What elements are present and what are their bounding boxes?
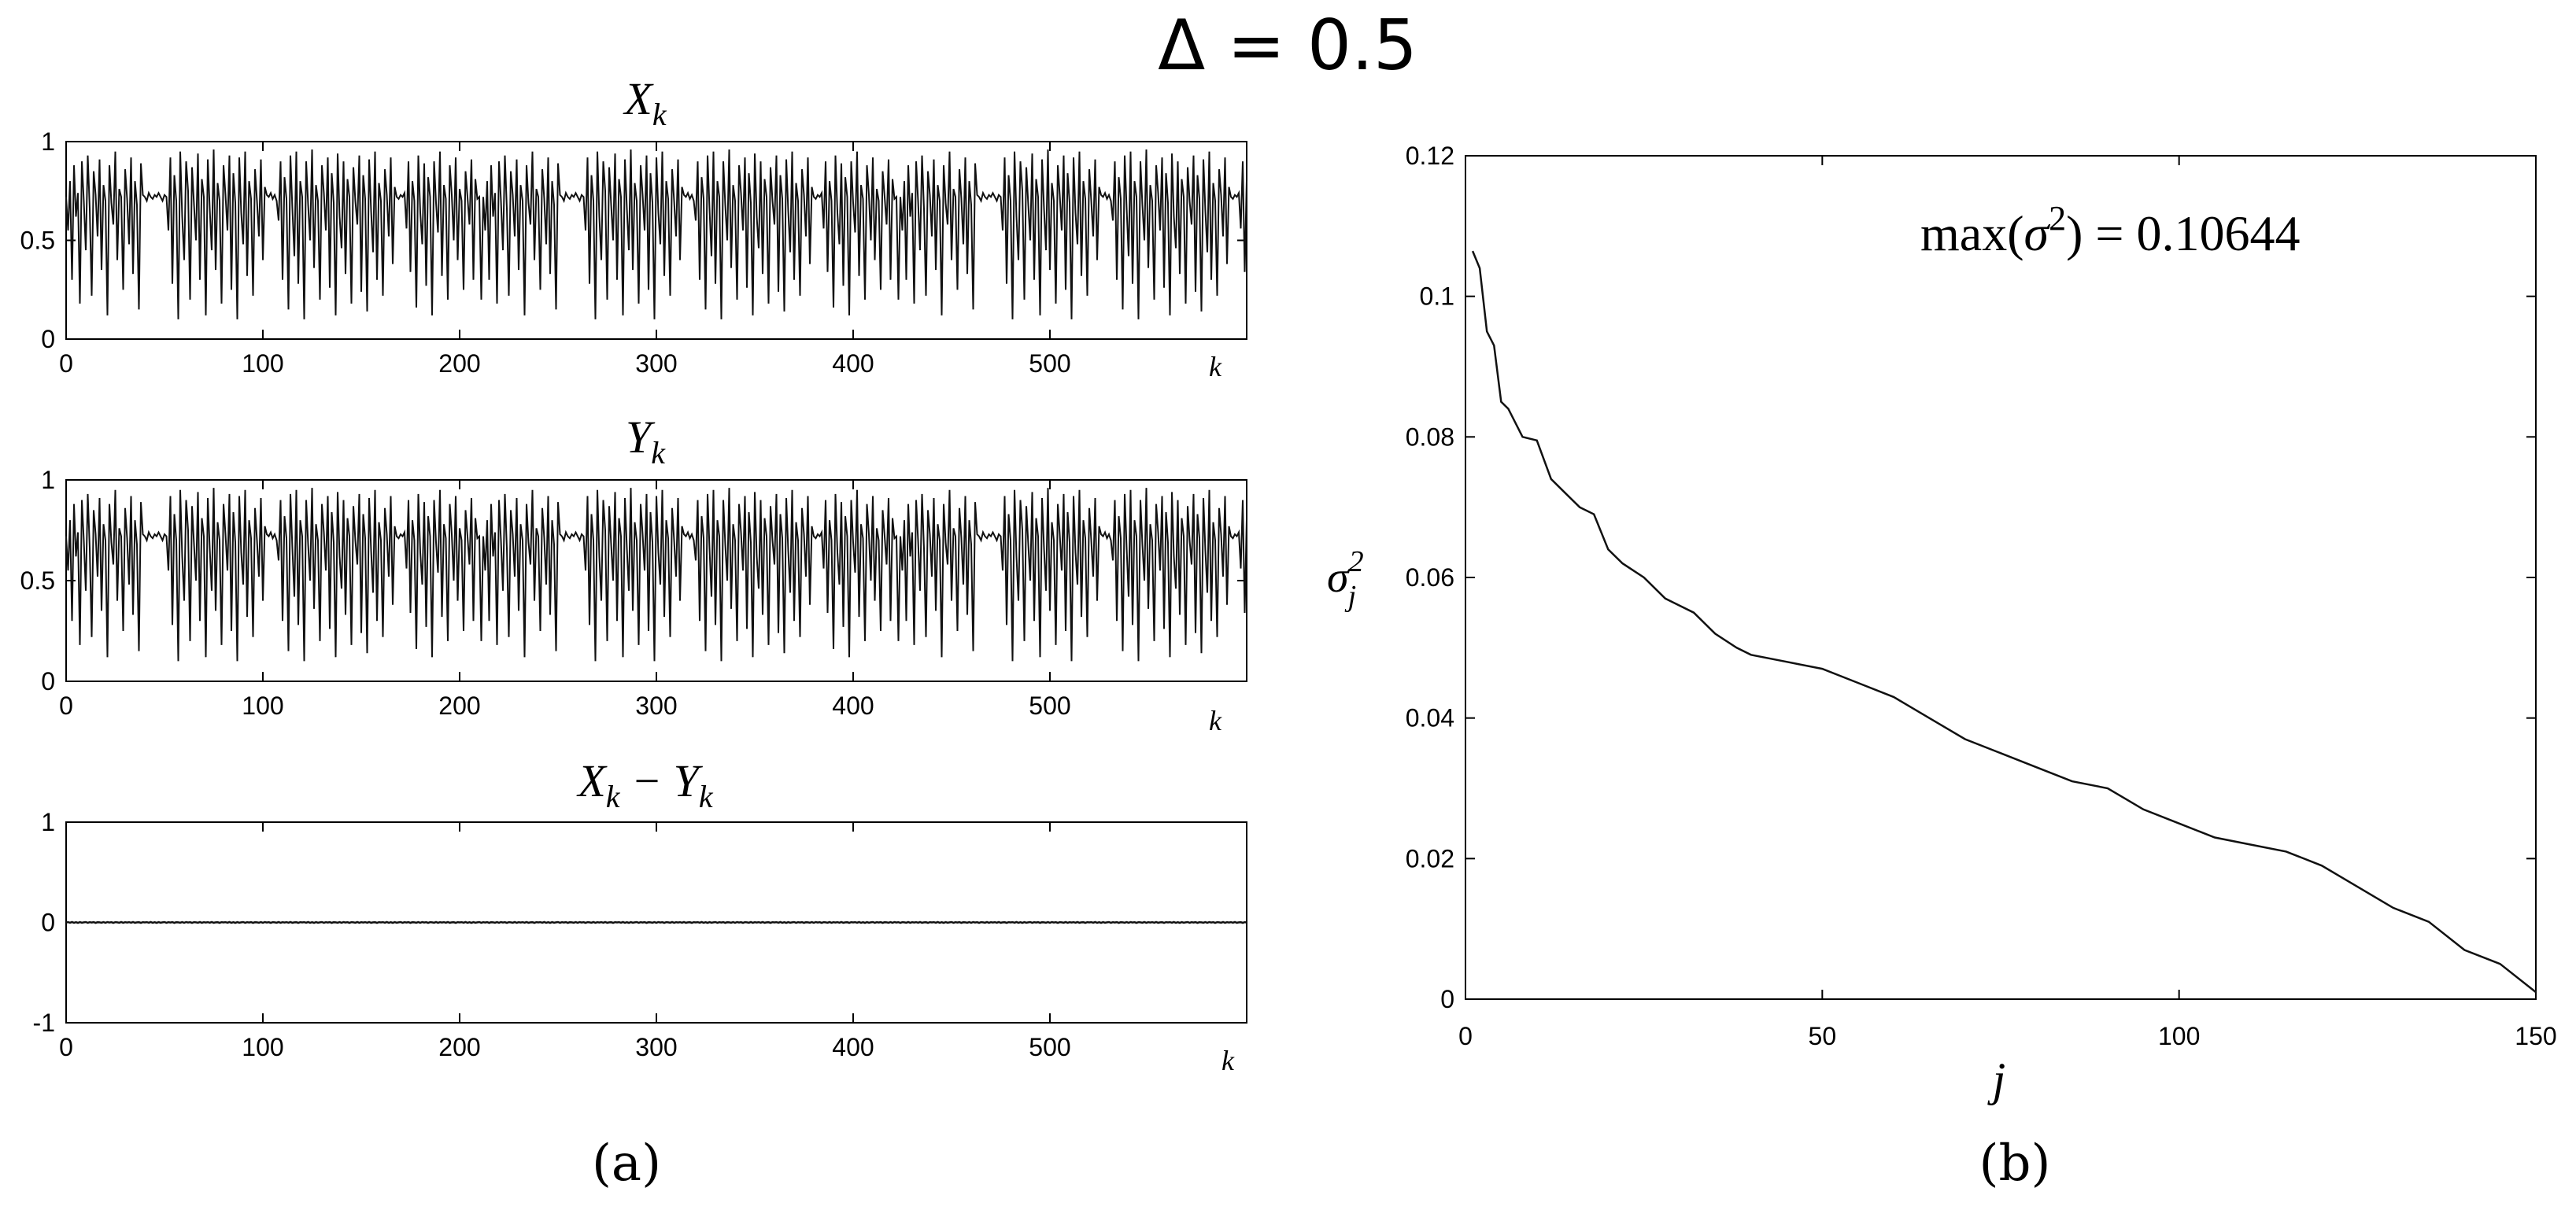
panel-b-ytick-label: 0.06 — [1406, 563, 1454, 592]
panel-b-ylabel: σ2 j — [1327, 545, 1364, 613]
subplot-diff-xtick-label: 100 — [242, 1033, 283, 1061]
subplot-yk-ytick-label: 1 — [41, 466, 55, 494]
figure-title: Δ = 0.5 — [1158, 5, 1417, 86]
subplot-yk-xtick-label: 0 — [59, 692, 73, 720]
subplot-diff-ytick-label: 1 — [41, 808, 55, 836]
subplot-xk-xtick-label: 500 — [1029, 349, 1070, 378]
panel-b-ylabel-main: σ — [1327, 553, 1351, 602]
subplot-yk-title-sub: k — [651, 435, 666, 470]
subplot-diff-xlabel: k — [1221, 1045, 1235, 1076]
subplot-xk-xtick-label: 100 — [242, 349, 283, 378]
panel-b-ytick-label: 0.08 — [1406, 422, 1454, 451]
subplot-diff-series-line — [65, 920, 1247, 924]
subplot-xk-ytick-label: 0 — [41, 325, 55, 353]
panel-b-xtick-label: 50 — [1809, 1022, 1837, 1050]
subplot-diff-title-y-sub: k — [699, 779, 714, 814]
subplot-xk-title-main: X — [623, 73, 654, 124]
panel-b-series-line — [1471, 250, 2537, 994]
panel-b-annotation-func: max( — [1920, 205, 2024, 261]
subplot-yk-ticks: 0 100 200 300 400 500 0 0.5 1 — [20, 466, 1247, 720]
panel-b-ytick-label: 0.12 — [1406, 142, 1454, 170]
subplot-diff-xtick-label: 500 — [1029, 1033, 1070, 1061]
subplot-xk-series-line — [65, 149, 1247, 319]
subplot-xk-xtick-label: 0 — [59, 349, 73, 378]
subplot-yk-xtick-label: 400 — [832, 692, 874, 720]
panel-b-annotation-sym: σ — [2024, 205, 2051, 261]
subplot-diff-xtick-label: 300 — [635, 1033, 677, 1061]
subplot-xk-xtick-label: 300 — [635, 349, 677, 378]
subplot-xk-ticks: 0 100 200 300 400 500 0 0.5 1 — [20, 127, 1247, 378]
subplot-diff-title-minus-y: − Y — [620, 755, 704, 806]
subplot-diff-title: Xk − Yk — [576, 755, 714, 814]
subplot-diff-title-x: X — [576, 755, 608, 806]
subplot-yk-xlabel: k — [1209, 705, 1222, 736]
subplot-yk-xtick-label: 100 — [242, 692, 283, 720]
panel-b-ytick-label: 0.1 — [1420, 282, 1454, 311]
subplot-diff-xtick-label: 0 — [59, 1033, 73, 1061]
subplot-diff-ytick-label: 0 — [41, 909, 55, 937]
caption-a: (a) — [592, 1134, 661, 1193]
subplot-yk: Yk 0 100 200 300 400 500 0 0.5 1 k — [20, 411, 1247, 736]
subplot-yk-title-main: Y — [626, 411, 656, 463]
subplot-yk-ytick-label: 0 — [41, 667, 55, 695]
panel-b-xtick-label: 150 — [2515, 1022, 2556, 1050]
panel-b-xtick-label: 0 — [1458, 1022, 1473, 1050]
subplot-xk-title-sub: k — [652, 97, 667, 132]
subplot-diff: Xk − Yk 0 100 200 300 400 500-101 k — [33, 755, 1247, 1076]
panel-b-ytick-label: 0.02 — [1406, 844, 1454, 872]
subplot-yk-title: Yk — [626, 411, 666, 470]
subplot-xk-xlabel: k — [1209, 351, 1222, 382]
subplot-xk-xtick-label: 200 — [438, 349, 480, 378]
subplot-xk-ytick-label: 0.5 — [20, 227, 55, 255]
panel-b-ticks: 0 50 100 150 0 0.02 0.04 0.06 0.08 0.1 0.12 — [1406, 142, 2557, 1050]
panel-b-ytick-label: 0.04 — [1406, 704, 1454, 732]
subplot-diff-xtick-label: 200 — [438, 1033, 480, 1061]
caption-b: (b) — [1979, 1134, 2051, 1193]
subplot-yk-ytick-label: 0.5 — [20, 566, 55, 595]
panel-b-ytick-label: 0 — [1440, 985, 1454, 1013]
subplot-diff-ytick-label: -1 — [33, 1009, 55, 1037]
subplot-diff-title-x-sub: k — [606, 779, 621, 814]
subplot-xk-title: Xk — [623, 73, 667, 132]
panel-b-annotation-rest: ) = 0.10644 — [2066, 205, 2300, 261]
panel-b-annotation: max(σ2) = 0.10644 — [1920, 199, 2300, 261]
panel-b-xtick-label: 100 — [2158, 1022, 2200, 1050]
panel-b-ylabel-sup: 2 — [1349, 545, 1364, 578]
subplot-xk-xtick-label: 400 — [832, 349, 874, 378]
subplot-yk-xtick-label: 500 — [1029, 692, 1070, 720]
subplot-yk-series-line — [65, 488, 1247, 662]
panel-b-annotation-sup: 2 — [2049, 199, 2066, 238]
subplot-xk: Xk 0 100 200 300 400 500 0 0.5 1 k — [20, 73, 1247, 382]
subplot-xk-ytick-label: 1 — [41, 127, 55, 156]
subplot-yk-xtick-label: 300 — [635, 692, 677, 720]
subplot-diff-xtick-label: 400 — [832, 1033, 874, 1061]
subplot-yk-xtick-label: 200 — [438, 692, 480, 720]
